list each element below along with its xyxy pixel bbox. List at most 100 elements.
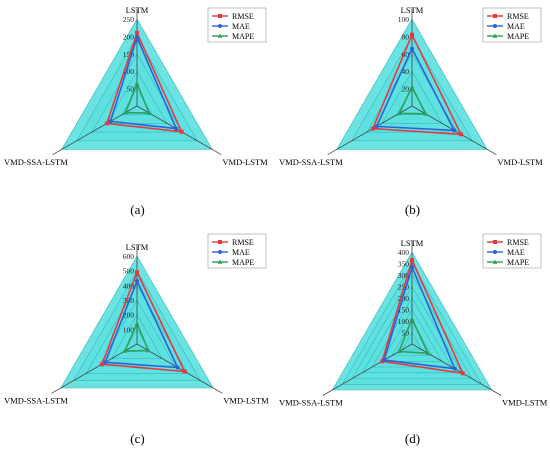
chart-a-series-rmse-line bbox=[105, 30, 183, 133]
chart-a-legend-label: RMSE bbox=[232, 12, 254, 21]
chart-c-series-mape-point bbox=[122, 348, 128, 353]
chart-d-tick-label: 50 bbox=[402, 329, 410, 338]
chart-a-legend-marker bbox=[218, 14, 222, 18]
chart-c-category-label: LSTM bbox=[126, 242, 149, 252]
panel-caption-a: (a) bbox=[130, 202, 145, 217]
chart-d-series-rmse-point bbox=[410, 258, 414, 262]
chart-d-tick-label: 150 bbox=[398, 306, 410, 315]
chart-c-series-mae-point bbox=[103, 360, 108, 365]
radar-chart-d: 50100150200250300350400LSTMVMD-LSTMVMD-S… bbox=[279, 233, 548, 408]
chart-b-category-label: LSTM bbox=[401, 5, 424, 15]
chart-a-series-mape-point bbox=[146, 110, 152, 115]
chart-d-category-label: LSTM bbox=[401, 238, 424, 248]
chart-d-legend-label: RMSE bbox=[507, 238, 529, 247]
chart-c-legend-marker bbox=[217, 259, 223, 264]
panel-c: 100 200 300 400 500 600 LSTM VMD-LSTM VMD-SSA-LS… bbox=[0, 226, 275, 452]
chart-c-legend-label: MAPE bbox=[232, 258, 254, 267]
panel-caption-d: (d) bbox=[404, 431, 421, 446]
chart-c-legend-label: RMSE bbox=[232, 238, 254, 247]
chart-a-series-rmse-point bbox=[104, 121, 109, 126]
chart-b-series-mae-line bbox=[375, 46, 456, 132]
chart-b-series-rmse-line bbox=[371, 32, 463, 136]
chart-c-axis-line bbox=[136, 343, 223, 394]
chart-c-series-mape-point bbox=[146, 348, 151, 353]
radar-chart-b: 20406080100LSTMVMD-LSTMVMD-SSA-LSTMRMSEM… bbox=[279, 5, 543, 167]
chart-d-legend-label: MAPE bbox=[507, 258, 529, 267]
chart-c-legend-label: MAE bbox=[232, 248, 250, 257]
chart-b-tick-label: 80 bbox=[402, 32, 410, 41]
chart-d-legend-marker bbox=[493, 240, 497, 244]
radar-chart-c: 100200300400500600LSTMVMD-LSTMVMD-SSA-LS… bbox=[4, 233, 269, 406]
chart-d-legend-marker bbox=[492, 259, 498, 264]
panel-a: 50 100 150 200 250 LSTM VMD-LSTM VMD-SSA-LSTM RM… bbox=[0, 0, 275, 226]
panel-caption-b: (b) bbox=[404, 202, 421, 217]
chart-c-legend-marker bbox=[218, 240, 222, 244]
chart-b-legend-label: RMSE bbox=[507, 12, 529, 21]
chart-a-tick-label: 200 bbox=[123, 32, 135, 41]
chart-b-legend-marker bbox=[493, 14, 497, 18]
chart-a-series-rmse-point bbox=[179, 129, 184, 134]
chart-b-tick-label: 60 bbox=[402, 50, 410, 59]
chart-d-tick-label: 400 bbox=[398, 248, 410, 257]
chart-d-tick-label: 200 bbox=[398, 294, 410, 303]
chart-a-tick-label: 50 bbox=[127, 85, 135, 94]
chart-c-series-mape-line bbox=[123, 321, 150, 352]
chart-d-series-mae-point bbox=[410, 265, 414, 269]
chart-a-legend-marker bbox=[218, 24, 222, 28]
chart-c-series-mae-point bbox=[175, 365, 180, 370]
chart-c-series-rmse-point bbox=[135, 270, 139, 275]
chart-d-series-rmse-line bbox=[381, 257, 465, 375]
chart-d-tick-label: 100 bbox=[398, 317, 410, 326]
chart-c-series-mape-point bbox=[134, 321, 140, 326]
chart-c-tick-label: 100 bbox=[123, 325, 135, 334]
chart-b-series-mae-point bbox=[374, 124, 379, 129]
chart-b-legend-marker bbox=[492, 33, 498, 38]
chart-d-series-mape-line bbox=[397, 316, 430, 355]
chart-a-series-mae-point bbox=[108, 119, 113, 124]
chart-b-series-mape-point bbox=[396, 110, 402, 116]
chart-b-category-label: VMD-SSA-LSTM bbox=[279, 157, 343, 167]
chart-d-series-mae-point bbox=[452, 366, 457, 371]
chart-a-category-label: VMD-LSTM bbox=[222, 157, 268, 167]
panel-caption-c: (c) bbox=[130, 431, 145, 446]
chart-d-legend-label: MAE bbox=[507, 248, 525, 257]
chart-b-series-rmse-point bbox=[370, 126, 375, 131]
chart-c-tick-label: 400 bbox=[123, 281, 135, 290]
chart-a-series-mape-point bbox=[134, 80, 140, 86]
chart-c-series-rmse-point bbox=[182, 369, 187, 374]
chart-a-legend-label: MAE bbox=[232, 22, 250, 31]
chart-a-tick-label: 250 bbox=[123, 15, 135, 24]
chart-b-series-mae-point bbox=[410, 46, 414, 51]
chart-c-axis-line bbox=[51, 343, 138, 394]
chart-a-series-mape-point bbox=[123, 110, 128, 115]
chart-d-tick-label: 300 bbox=[398, 271, 410, 280]
chart-d-series-mape-point bbox=[396, 349, 402, 354]
chart-b-series-mae-point bbox=[452, 128, 457, 133]
chart-b-tick-label: 100 bbox=[398, 15, 410, 24]
chart-a-axis-line bbox=[136, 105, 222, 156]
chart-d-legend-marker bbox=[493, 250, 497, 254]
chart-c-series-mae-point bbox=[135, 278, 139, 283]
chart-b-series-rmse-point bbox=[410, 32, 414, 37]
chart-c-category-label: VMD-LSTM bbox=[223, 396, 269, 406]
chart-a-axis-line bbox=[52, 105, 138, 156]
chart-a-category-label: LSTM bbox=[126, 5, 149, 15]
chart-d-series-mae-point bbox=[382, 358, 387, 363]
chart-d-category-label: VMD-SSA-LSTM bbox=[279, 398, 343, 408]
chart-a-series-mae-point bbox=[135, 35, 139, 40]
panel-d: 50 100 150 200 250 300 350 400 LSTM VMD-LSTM VMD-S… bbox=[275, 226, 550, 452]
chart-d-series-mae-line bbox=[383, 264, 457, 370]
chart-b-series-mape-point bbox=[409, 84, 415, 89]
chart-c-series-rmse-point bbox=[100, 362, 105, 367]
chart-d-series-rmse-point bbox=[380, 359, 385, 364]
chart-b-legend-label: MAE bbox=[507, 22, 525, 31]
chart-d-series-rmse-point bbox=[460, 371, 465, 376]
chart-b-legend-label: MAPE bbox=[507, 32, 529, 41]
chart-b-tick-label: 40 bbox=[402, 67, 410, 76]
chart-d-tick-label: 350 bbox=[398, 260, 410, 269]
chart-d-series-mape-point bbox=[425, 350, 431, 355]
chart-a-series-mae-point bbox=[174, 126, 179, 131]
chart-b-series-mape-point bbox=[423, 111, 428, 116]
panel-b: 20 40 60 80 100 LSTM VMD-LSTM VMD-SSA-LSTM RMSE M… bbox=[275, 0, 550, 226]
